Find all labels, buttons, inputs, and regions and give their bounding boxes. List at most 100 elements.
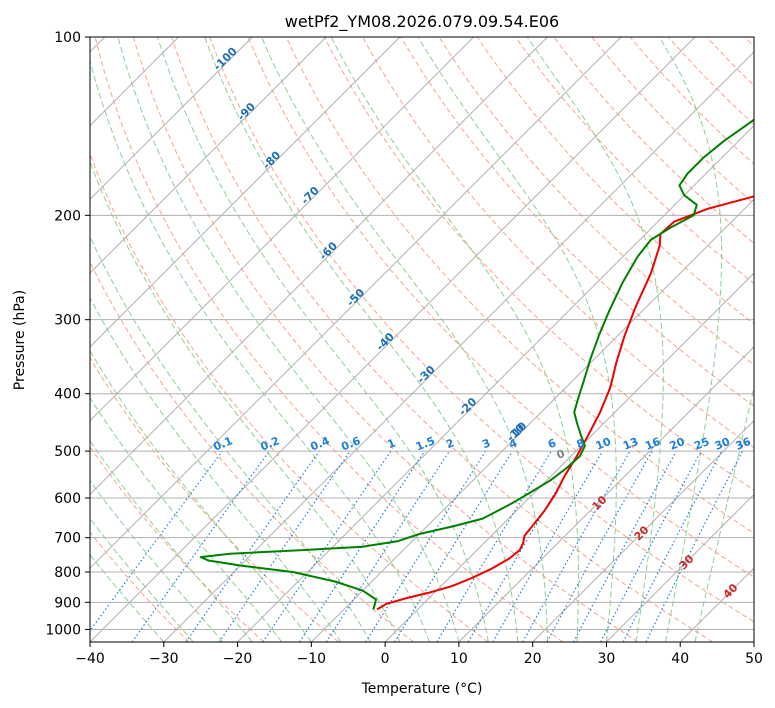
y-tick-label: 700 (54, 531, 81, 547)
moist-adiabat-line (90, 235, 371, 642)
moist-adiabat-line (330, 37, 579, 642)
mixing-ratio-line (572, 450, 677, 642)
background-lines (90, 37, 754, 642)
mixing-ratio-label: 13 (621, 435, 640, 453)
mixing-ratio-line (394, 450, 513, 642)
mixing-ratio-label: 2 (444, 436, 456, 451)
y-tick-label: 900 (54, 595, 81, 611)
moist-adiabats (90, 37, 754, 642)
isotherm-line (90, 37, 401, 348)
mixing-ratio-label: 10 (594, 435, 613, 453)
isotherm-line (458, 346, 754, 642)
chart-title: wetPf2_YM08.2026.079.09.54.E06 (285, 12, 559, 32)
x-tick-label: 20 (524, 651, 542, 667)
temperature-profile-line (376, 195, 754, 611)
x-axis: −40 −30 −20 −10 0 10 20 30 40 50 (75, 642, 763, 667)
x-tick-label: 50 (745, 651, 763, 667)
moist-adiabat-line (157, 37, 489, 642)
moist-adiabat-line (90, 439, 253, 642)
mixing-ratio-line (546, 450, 653, 642)
dry-adiabat-line (132, 37, 639, 642)
profiles (199, 118, 754, 611)
mixing-ratio-line (436, 450, 552, 642)
y-axis-label: Pressure (hPa) (12, 290, 28, 390)
mixing-ratio-line (218, 450, 351, 642)
x-axis-label: Temperature (°C) (361, 681, 483, 697)
dry-adiabat-line (476, 37, 754, 325)
mixing-ratio-label: 16 (643, 435, 662, 453)
mixing-ratio-line (131, 450, 270, 642)
dry-adiabat-line (171, 37, 713, 642)
mixing-ratio-line (325, 450, 451, 642)
x-tick-label: −40 (75, 651, 105, 667)
x-tick-label: −30 (149, 651, 179, 667)
mixing-ratio-label: 36 (734, 435, 753, 453)
mixing-ratio-line (492, 450, 604, 642)
moist-adiabat-line (90, 296, 342, 642)
mixing-ratio-line (365, 450, 487, 642)
y-tick-label: 800 (54, 565, 81, 581)
moist-adiabat-line (417, 37, 617, 642)
y-tick-label: 600 (54, 491, 81, 507)
y-axis: 100 200 300 400 500 600 700 800 900 1000 (45, 30, 90, 638)
x-tick-label: −10 (297, 651, 327, 667)
dry-adiabat-line (553, 37, 754, 245)
isotherm-line (90, 37, 475, 422)
isotherm-line (163, 51, 754, 642)
moist-adiabat-line (90, 349, 312, 642)
isotherm-line (532, 419, 754, 642)
dewpoint-profile-line (199, 118, 754, 610)
moist-adiabat-line (526, 37, 664, 642)
dry-adiabat-line (400, 37, 754, 407)
dry-adiabat-line (209, 37, 754, 623)
y-tick-label: 100 (54, 30, 81, 46)
dry-adiabat-line (323, 37, 754, 491)
mixing-ratio-line (185, 450, 320, 642)
isotherm-line (90, 37, 622, 569)
isotherm-line (90, 37, 696, 642)
moist-adiabat-line (90, 517, 194, 642)
mixing-ratio-label: 25 (692, 435, 711, 453)
mixing-ratio-label: 1 (386, 436, 398, 451)
mixing-ratio-line (522, 450, 631, 642)
moist-adiabat-line (90, 160, 401, 642)
dry-adiabat-line (90, 531, 190, 642)
moist-adiabat-line (261, 37, 548, 642)
plot-frame (89, 36, 755, 643)
isotherm-line (384, 272, 754, 642)
mixing-ratio-line (90, 450, 223, 632)
isotherm-line (237, 124, 754, 642)
moist-adiabat-line (90, 554, 165, 642)
y-tick-label: 200 (54, 208, 81, 224)
isotherm-line (90, 37, 253, 201)
y-tick-label: 1000 (45, 622, 81, 638)
y-tick-label: 400 (54, 387, 81, 403)
x-tick-label: 10 (450, 651, 468, 667)
mixing-ratio-label: 30 (713, 435, 732, 453)
moist-adiabat-line (204, 37, 519, 642)
isotherms (90, 37, 754, 642)
dry-adiabat-line (94, 37, 564, 642)
moist-adiabat-line (90, 479, 224, 642)
mixing-ratio-label: 20 (668, 435, 687, 453)
isotherm-line (90, 37, 548, 496)
y-tick-label: 500 (54, 444, 81, 460)
dry-adiabat-line (90, 260, 414, 642)
x-tick-label: 30 (598, 651, 616, 667)
mixing-ratio-label: 8 (575, 436, 587, 451)
moist-adiabat-line (90, 59, 430, 642)
isotherm-line (310, 198, 754, 642)
x-tick-label: 0 (381, 651, 390, 667)
x-tick-label: 40 (671, 651, 689, 667)
x-tick-label: −20 (223, 651, 253, 667)
moist-adiabat-line (117, 37, 460, 642)
dry-adiabat-line (438, 37, 754, 366)
pressure-gridlines (90, 37, 754, 630)
isotherm-line (90, 37, 327, 274)
mixing-ratio-label: 3 (480, 436, 492, 451)
isotherm-line (606, 493, 754, 642)
dry-adiabat-line (629, 37, 754, 165)
mixing-ratio-lines (90, 450, 744, 642)
y-tick-label: 300 (54, 313, 81, 329)
